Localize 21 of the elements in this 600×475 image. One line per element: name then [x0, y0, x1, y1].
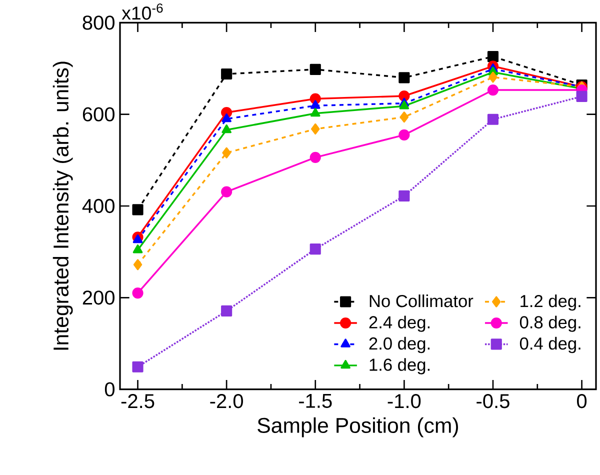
- y-tick-label: 200: [82, 290, 114, 305]
- legend-label: No Collimator: [370, 294, 474, 308]
- y-tick-label: 400: [82, 199, 114, 214]
- x-tick-label: -1.0: [388, 394, 421, 408]
- x-axis-title: Sample Position (cm): [258, 418, 458, 438]
- x-tick-label: -0.5: [476, 394, 510, 408]
- x-tick-label: -2.0: [210, 394, 244, 408]
- legend-label: 0.4 deg.: [520, 337, 580, 354]
- legend-label: 1.6 deg.: [370, 358, 430, 374]
- x-tick-label: -2.5: [121, 394, 154, 408]
- legend-label: 0.8 deg.: [520, 316, 580, 332]
- legend-label: 2.4 deg.: [369, 316, 430, 332]
- y-tick-label: 600: [82, 107, 114, 122]
- legend-label: 1.2 deg.: [520, 294, 580, 311]
- y-tick-label: 0: [104, 382, 114, 397]
- x-tick-label: 0: [577, 394, 587, 408]
- y-tick-label: 800: [82, 16, 114, 30]
- y-axis-title: Integrated Intensity (arb. units): [52, 62, 73, 350]
- text: x10$^{-6}$: [122, 4, 163, 20]
- x-tick-label: -1.5: [299, 394, 332, 408]
- legend-label: 2.0 deg.: [369, 337, 430, 354]
